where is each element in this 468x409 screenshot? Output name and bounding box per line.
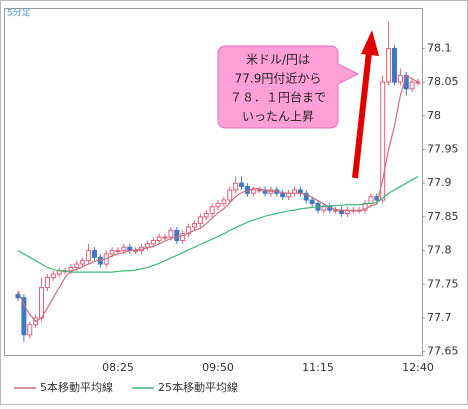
candle-body — [256, 189, 262, 192]
candle-body — [180, 233, 186, 241]
y-tick-label: 77.65 — [427, 345, 459, 358]
candle-body — [50, 273, 56, 279]
x-tick-label: 08:25 — [102, 361, 134, 374]
candle-body — [321, 206, 327, 211]
candle-body — [39, 287, 45, 319]
x-tick-label: 11:15 — [302, 361, 334, 374]
candle-body — [391, 47, 397, 83]
candle-body — [91, 250, 97, 258]
candle-body — [397, 74, 403, 83]
candle-body — [344, 209, 350, 215]
y-tick-label: 77.95 — [427, 142, 459, 155]
annotation-text: 米ドル/円は — [246, 53, 310, 67]
arrow-shaft — [352, 51, 372, 179]
arrow-head — [361, 30, 379, 56]
y-tick-label: 78 — [427, 109, 441, 122]
y-tick-label: 78.1 — [427, 41, 452, 54]
candle-body — [144, 243, 150, 248]
candle-body — [415, 81, 421, 84]
candle-body — [303, 192, 309, 201]
candle-body — [203, 213, 209, 218]
candle-body — [150, 239, 156, 245]
candle-body — [233, 182, 239, 191]
plot-area — [4, 8, 423, 356]
candle-body — [44, 277, 50, 289]
annotation-text: ７８．１円台まで — [230, 90, 326, 105]
candle-body — [162, 236, 168, 239]
moving-average-line — [17, 74, 419, 323]
y-tick-label: 78.05 — [427, 75, 459, 88]
candle-body — [227, 189, 233, 201]
moving-average-line — [17, 175, 419, 273]
candle-body — [133, 250, 139, 253]
candle-body — [168, 229, 174, 238]
y-tick-label: 77.8 — [427, 244, 452, 257]
candle-body — [174, 229, 180, 241]
candle-body — [186, 226, 192, 235]
y-tick-label: 77.75 — [427, 277, 459, 290]
candle-body — [262, 189, 268, 194]
x-tick-label: 09:50 — [202, 361, 234, 374]
candle-body — [115, 250, 121, 253]
candle-body — [368, 196, 374, 204]
candle-body — [209, 206, 215, 215]
y-tick-label: 77.7 — [427, 311, 452, 324]
y-tick-label: 77.9 — [427, 176, 452, 189]
chart-title: 5分足 — [7, 8, 31, 19]
candle-body — [80, 260, 86, 265]
candle-body — [250, 189, 256, 194]
annotation-text: 77.9円付近から — [235, 72, 322, 86]
legend-label: 5本移動平均線 — [40, 380, 113, 394]
x-tick-label: 12:40 — [402, 361, 434, 374]
plot: 77.65 77.7 77.75 77.8 77.85 77.9 77.95 78 78.05 7… — [15, 21, 459, 374]
candle-body — [380, 81, 386, 201]
y-tick-label: 77.85 — [427, 210, 459, 223]
candle-body — [333, 209, 339, 212]
candle-body — [239, 182, 245, 188]
candle-body — [309, 199, 315, 204]
candle-body — [409, 81, 415, 90]
candle-body — [191, 223, 197, 228]
candle-body — [109, 250, 115, 255]
candle-body — [27, 324, 33, 336]
candle-body — [221, 199, 227, 204]
annotation-text: いったん上昇 — [242, 110, 314, 124]
callout — [217, 45, 360, 129]
legend-label: 25本移動平均線 — [158, 380, 238, 394]
candle-body — [156, 236, 162, 241]
candle-body — [86, 250, 92, 262]
candle-body — [197, 216, 203, 225]
candle-body — [74, 263, 80, 268]
candle-body — [121, 246, 127, 252]
candle-body — [386, 47, 392, 83]
candle-body — [21, 297, 27, 336]
candle-body — [280, 192, 286, 198]
candle-body — [362, 202, 368, 211]
candle-body — [215, 202, 221, 208]
